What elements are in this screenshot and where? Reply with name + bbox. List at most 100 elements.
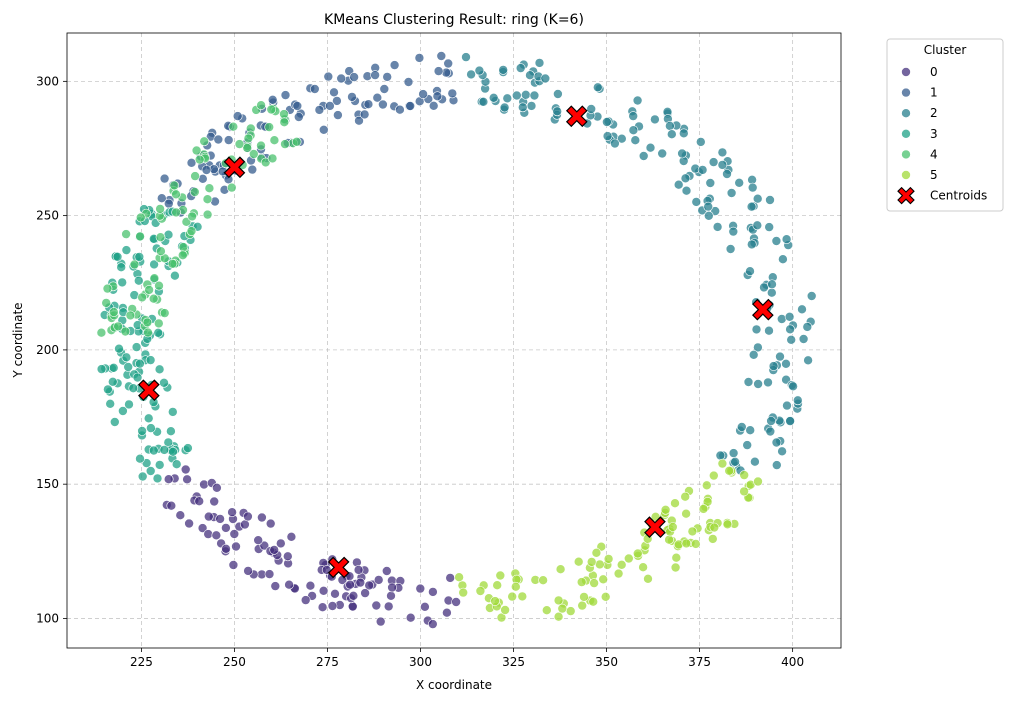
cluster-1-point [395, 104, 405, 115]
cluster-5-point [573, 556, 584, 567]
cluster-0-point [257, 512, 267, 523]
cluster-4-point [199, 136, 209, 147]
cluster-2-point [715, 450, 726, 461]
cluster-3-point [132, 372, 143, 383]
cluster-2-point [616, 133, 627, 144]
x-tick-label: 325 [502, 655, 525, 669]
cluster-0-point [270, 581, 281, 591]
cluster-5-point [753, 476, 763, 487]
cluster-5-point [739, 470, 750, 480]
cluster-4-point [159, 308, 170, 318]
cluster-3-point [154, 364, 165, 375]
cluster-0-point [284, 579, 294, 590]
cluster-5-point [722, 519, 733, 530]
cluster-0-point [264, 569, 275, 579]
cluster-0-point [427, 619, 438, 629]
cluster-4-point [143, 327, 153, 338]
cluster-0-point [265, 518, 276, 529]
cluster-5-point [475, 586, 486, 596]
cluster-5-point [492, 580, 503, 591]
cluster-1-point [333, 110, 343, 120]
cluster-3-point [159, 445, 170, 455]
cluster-0-point [221, 523, 231, 533]
cluster-2-point [695, 137, 706, 147]
cluster-4-point [266, 104, 277, 115]
cluster-0-point [364, 580, 375, 591]
cluster-0-point [229, 529, 240, 539]
cluster-5-point [670, 498, 680, 509]
cluster-2-point [526, 101, 537, 111]
cluster-5-point [589, 578, 599, 588]
cluster-1-point [433, 66, 444, 76]
cluster-3-point [149, 259, 159, 270]
plot-area [67, 33, 841, 648]
cluster-4-point [291, 137, 302, 147]
cluster-2-point [725, 244, 736, 254]
cluster-4-point [256, 140, 266, 151]
cluster-3-point [128, 383, 139, 394]
cluster-2-point [703, 201, 714, 212]
cluster-2-point [806, 291, 817, 301]
legend-entry-3-label: 3 [930, 127, 938, 141]
cluster-2-point [691, 197, 702, 207]
legend-entry-centroids-label: Centroids [930, 189, 987, 203]
cluster-1-point [309, 84, 320, 94]
cluster-5-point [643, 573, 653, 584]
cluster-4-point [148, 293, 159, 304]
legend-title: Cluster [924, 43, 967, 57]
cluster-2-point [785, 324, 795, 335]
x-axis-label: X coordinate [416, 678, 492, 692]
cluster-2-point [781, 234, 792, 244]
cluster-2-point [753, 342, 763, 353]
cluster-1-point [186, 158, 197, 168]
legend-cluster-0-marker [901, 67, 911, 77]
cluster-2-point [771, 437, 782, 448]
cluster-1-point [223, 135, 234, 145]
cluster-0-point [228, 560, 239, 570]
cluster-0-point [386, 590, 396, 601]
cluster-3-point [168, 407, 178, 417]
cluster-2-point [766, 416, 776, 426]
cluster-0-point [269, 545, 280, 555]
legend-cluster-2-marker [901, 108, 911, 118]
cluster-0-point [415, 583, 426, 594]
cluster-5-point [507, 591, 518, 602]
legend-cluster-5-marker [901, 170, 911, 180]
cluster-1-point [382, 72, 393, 82]
cluster-4-point [187, 211, 197, 222]
cluster-3-point [112, 251, 123, 262]
cluster-4-point [227, 182, 237, 193]
cluster-2-point [515, 63, 526, 73]
cluster-2-point [592, 82, 603, 93]
cluster-3-point [163, 229, 174, 240]
legend-cluster-1-marker [901, 87, 911, 98]
cluster-3-point [145, 355, 156, 365]
cluster-0-point [163, 474, 174, 485]
cluster-4-point [243, 133, 254, 144]
cluster-3-point [145, 466, 156, 476]
cluster-1-point [293, 112, 304, 122]
cluster-5-point [613, 568, 624, 579]
cluster-2-point [511, 90, 522, 101]
cluster-0-point [215, 514, 225, 524]
cluster-2-point [602, 117, 612, 127]
cluster-2-point [657, 148, 668, 159]
cluster-0-point [318, 585, 329, 596]
cluster-0-point [373, 575, 384, 585]
cluster-1-point [157, 193, 167, 203]
cluster-5-point [541, 605, 552, 616]
cluster-3-point [152, 473, 163, 484]
cluster-5-point [664, 534, 674, 545]
cluster-4-point [109, 307, 119, 317]
cluster-2-point [778, 254, 788, 265]
cluster-2-point [708, 157, 719, 167]
cluster-0-point [428, 587, 438, 597]
cluster-2-point [781, 358, 791, 369]
cluster-5-point [701, 480, 712, 491]
cluster-5-point [638, 562, 648, 573]
cluster-0-point [360, 588, 370, 598]
cluster-5-point [553, 611, 564, 622]
x-tick-label: 225 [130, 655, 153, 669]
cluster-1-point [292, 101, 303, 111]
centroid-3-marker [138, 379, 160, 402]
